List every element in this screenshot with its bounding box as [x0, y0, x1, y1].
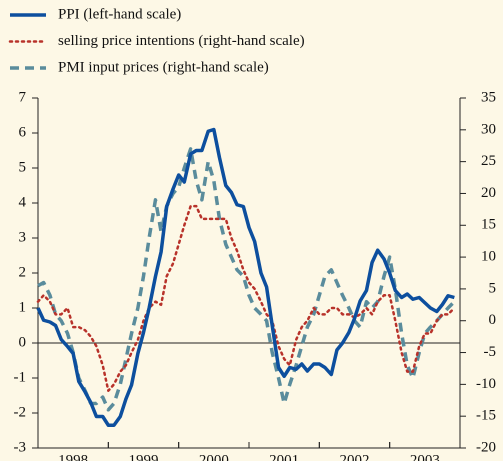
legend-label: PMI input prices (right-hand scale) [58, 59, 269, 75]
y-tick-label: -1 [14, 369, 27, 385]
y2-tick-label: 30 [481, 121, 496, 137]
y2-tick-label: -5 [484, 344, 497, 360]
y-tick-label: 2 [19, 264, 27, 280]
y-tick-label: 6 [19, 124, 27, 140]
x-tick-label: 2000 [199, 452, 229, 461]
y-tick-label: 7 [19, 89, 27, 105]
series-line [37, 147, 456, 412]
y-tick-label: -2 [14, 404, 27, 420]
x-tick-label: 2003 [410, 452, 440, 461]
y-tick-label: 1 [19, 299, 27, 315]
y-tick-label: 4 [19, 194, 27, 210]
y2-tick-label: 20 [481, 185, 496, 201]
x-tick-label: 1999 [129, 452, 159, 461]
y-tick-label: 0 [19, 334, 27, 350]
y2-tick-label: -15 [476, 408, 496, 424]
y2-tick-label: 35 [481, 89, 496, 105]
y2-tick-label: -10 [476, 376, 496, 392]
y2-tick-label: 15 [481, 217, 496, 233]
y2-tick-label: -20 [476, 439, 496, 455]
legend-label: PPI (left-hand scale) [58, 6, 181, 22]
legend-label: selling price intentions (right-hand sca… [58, 33, 305, 49]
series-line [36, 127, 455, 427]
x-tick-label: 2002 [340, 452, 370, 461]
y2-tick-label: 25 [481, 153, 496, 169]
y-tick-label: 5 [19, 159, 27, 175]
y2-tick-label: 10 [481, 249, 496, 265]
series-line [36, 204, 456, 392]
y-tick-label: 3 [19, 229, 27, 245]
y2-tick-label: 0 [489, 312, 497, 328]
x-tick-label: 1998 [58, 452, 88, 461]
y-tick-label: -3 [14, 439, 27, 455]
y2-tick-label: 5 [489, 280, 497, 296]
x-tick-label: 2001 [269, 452, 299, 461]
